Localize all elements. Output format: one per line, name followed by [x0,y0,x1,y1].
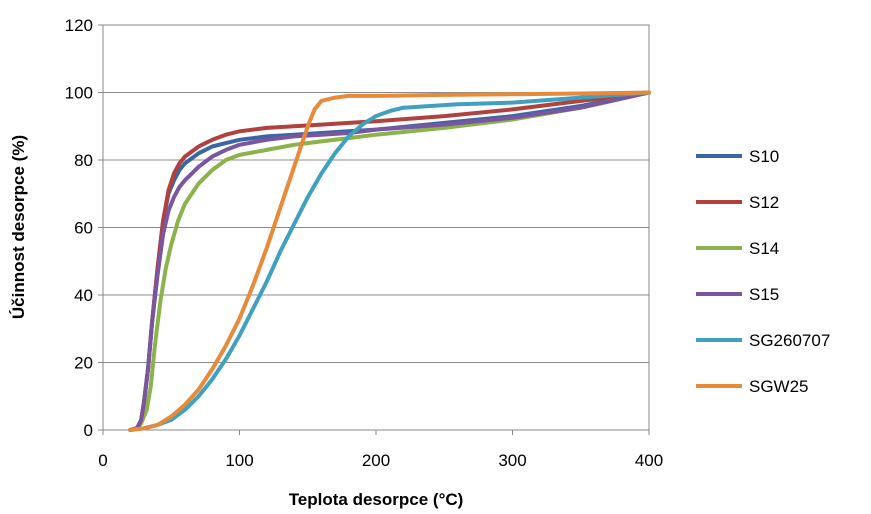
y-tick-label: 80 [74,151,93,170]
x-tick-label: 200 [362,451,390,470]
x-tick-label: 300 [498,451,526,470]
y-tick-label: 100 [65,84,93,103]
series-line-s15 [128,90,651,432]
series-line-s12 [128,90,651,432]
legend: S10 S12 S14 S15 SG260707 SGW25 [696,147,830,396]
legend-label: S14 [749,239,779,258]
y-tick-label: 0 [84,421,93,440]
y-tick-label: 120 [65,16,93,35]
grid-lines [103,24,649,363]
y-tick-label: 60 [74,219,93,238]
y-axis-ticks: 0 20 40 60 80 100 120 [65,16,103,440]
legend-label: S12 [749,193,779,212]
y-tick-label: 20 [74,354,93,373]
series-layer [128,90,651,432]
series-line-s14 [128,90,651,432]
x-tick-label: 0 [98,451,107,470]
x-tick-label: 100 [225,451,253,470]
series-line-sg260707 [128,90,651,432]
series-line-sgw25 [128,90,651,432]
x-tick-label: 400 [635,451,663,470]
legend-label: SGW25 [749,377,809,396]
x-axis-title: Teplota desorpce (°C) [289,490,464,509]
legend-label: S10 [749,147,779,166]
y-tick-label: 40 [74,286,93,305]
x-axis-ticks: 0 100 200 300 400 [98,430,663,470]
legend-label: S15 [749,285,779,304]
y-axis-title: Účinnost desorpce (%) [9,135,28,319]
legend-label: SG260707 [749,331,830,350]
